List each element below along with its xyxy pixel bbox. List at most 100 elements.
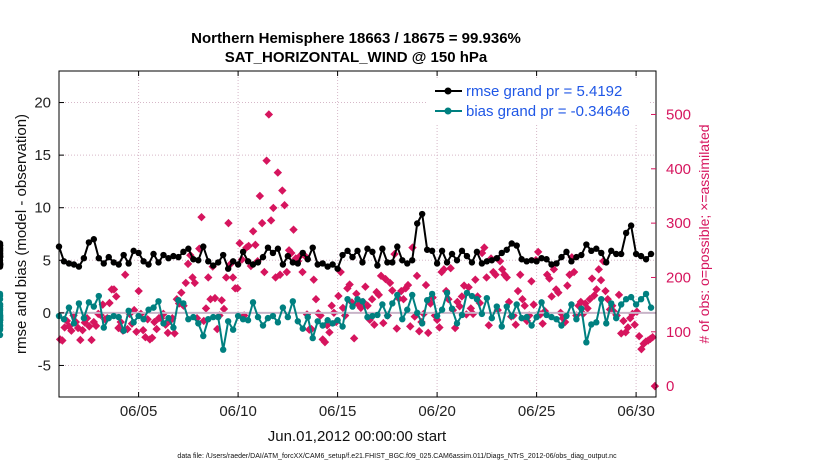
rmse-point [145, 261, 152, 268]
obs-count-marker [78, 325, 87, 335]
rmse-point [603, 259, 610, 266]
rmse-point [190, 256, 197, 263]
bias-point [354, 296, 361, 303]
rmse-point [100, 260, 107, 267]
y-axis-label: rmse and bias (model - observation) [13, 114, 30, 354]
bias-point [70, 320, 78, 327]
bias-point [593, 319, 600, 326]
obs-count-marker [87, 335, 96, 345]
bias-point [588, 321, 595, 328]
obs-count-marker [264, 110, 274, 119]
bias-point [553, 315, 560, 323]
obs-count-marker [439, 265, 449, 274]
obs-count-marker [251, 240, 260, 250]
rmse-point [588, 247, 595, 255]
bias-point [528, 322, 535, 329]
obs-count-marker [594, 265, 603, 274]
rmse-point [105, 253, 112, 261]
obs-count-marker [163, 328, 173, 338]
legend-rmse-marker [444, 87, 452, 95]
y2-tick-label: 100 [666, 324, 691, 341]
rmse-point [523, 258, 530, 265]
y-tick-label: 5 [43, 252, 51, 269]
rmse-point [438, 247, 446, 255]
obs-count-marker [257, 218, 267, 228]
rmse-point [115, 261, 122, 268]
bias-point [80, 314, 88, 322]
obs-count-marker [446, 264, 455, 273]
obs-count-marker [147, 333, 157, 342]
rmse-point [120, 251, 127, 259]
obs-count-marker [260, 267, 269, 277]
obs-count-marker [213, 324, 222, 334]
y-tick-label: 10 [34, 200, 51, 217]
rmse-point [493, 254, 500, 262]
rmse-point [165, 254, 172, 262]
bias-point [433, 312, 441, 320]
obs-count-marker [183, 259, 193, 269]
rmse-point [513, 242, 520, 249]
obs-count-marker [235, 239, 244, 248]
bias-point [603, 320, 610, 327]
rmse-point [404, 260, 411, 267]
bias-point [642, 290, 650, 298]
bias-point [488, 314, 496, 322]
rmse-point [374, 262, 381, 269]
x-tick-label: 06/20 [418, 403, 456, 420]
obs-count-marker [105, 298, 114, 308]
x-tick-label: 06/10 [219, 403, 257, 420]
obs-count-marker [309, 275, 318, 284]
bias-point [463, 289, 471, 297]
bias-point [627, 293, 635, 301]
obs-count-marker [576, 297, 586, 307]
rmse-point [384, 259, 391, 266]
rmse-point [627, 222, 635, 229]
bias-point [299, 325, 306, 332]
obs-count-marker [374, 290, 384, 300]
rmse-point [637, 252, 645, 260]
rmse-point [359, 259, 366, 266]
bias-point [60, 315, 68, 323]
rmse-point [205, 258, 212, 265]
obs-count-marker [244, 241, 253, 251]
rmse-point [60, 258, 68, 265]
rmse-point [195, 257, 202, 264]
rmse-point [642, 256, 650, 263]
rmse-point [95, 254, 103, 262]
bias-point [578, 305, 585, 312]
rmse-point [423, 246, 431, 253]
bias-point [284, 313, 292, 321]
obs-count-marker [282, 267, 292, 277]
bias-point [409, 291, 416, 299]
x-axis-label: Jun.01,2012 00:00:00 start [268, 428, 447, 445]
bias-point [423, 297, 431, 304]
rmse-point [498, 249, 505, 257]
rmse-point [448, 250, 456, 258]
bias-point [0, 290, 4, 298]
rmse-point [0, 261, 4, 268]
obs-count-marker [210, 293, 220, 303]
bias-point [100, 324, 107, 331]
bias-point [234, 312, 242, 320]
bias-point [523, 313, 530, 321]
rmse-point [553, 260, 560, 267]
obs-count-marker [190, 278, 199, 288]
bias-point [130, 319, 137, 326]
bias-point [428, 290, 436, 298]
obs-count-marker [91, 321, 101, 331]
rmse-point [428, 247, 436, 255]
obs-count-marker [121, 270, 130, 279]
obs-count-marker [581, 299, 590, 308]
rmse-point [175, 253, 182, 261]
obs-count-marker [415, 327, 424, 336]
rmse-point [414, 220, 421, 227]
rmse-point [140, 258, 147, 265]
bias-point [448, 305, 456, 312]
rmse-point [299, 249, 306, 257]
obs-count-marker [491, 270, 500, 279]
obs-count-marker [67, 326, 76, 335]
axes: 06/05 06/10 06/15 06/20 06/25 06/30 -5 0 5 10 15 20… [34, 71, 691, 420]
obs-count-marker [385, 278, 395, 288]
rmse-point [155, 259, 162, 266]
obs-count-marker [392, 324, 401, 333]
